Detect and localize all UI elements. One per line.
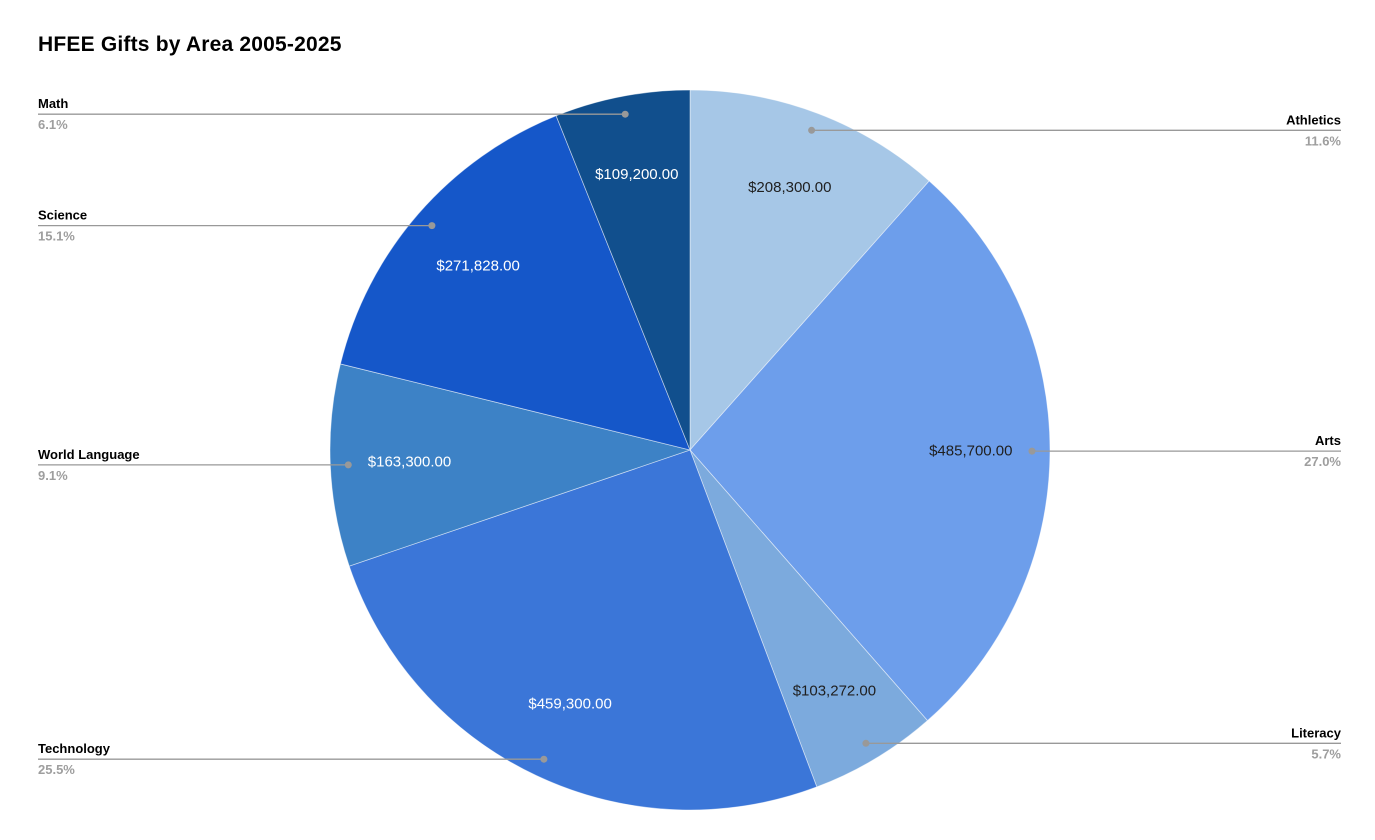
leader-dot-arts [1028,447,1036,455]
slice-percent-label-arts: 27.0% [1304,454,1341,469]
leader-dot-world-language [344,461,352,469]
pie-slice-science[interactable] [339,115,691,451]
pie-slice-world-language[interactable] [329,363,692,567]
slice-percent-label-technology: 25.5% [38,762,75,777]
pie-slices-group [329,89,1051,811]
chart-title: HFEE Gifts by Area 2005-2025 [38,33,342,56]
slice-value-label-world-language: $163,300.00 [368,454,451,471]
slice-value-label-athletics: $208,300.00 [748,179,831,196]
slice-value-label-math: $109,200.00 [595,166,678,183]
leader-dot-technology [540,755,548,763]
slice-name-label-literacy: Literacy [1291,725,1342,740]
pie-slice-technology[interactable] [348,449,818,811]
slice-percent-label-athletics: 11.6% [1305,133,1342,148]
slice-percent-label-math: 6.1% [38,117,68,132]
leader-lines-group [38,110,1341,763]
slice-name-label-athletics: Athletics [1286,112,1341,127]
slice-name-label-math: Math [38,96,68,111]
pie-slice-literacy[interactable] [689,449,929,788]
slice-percent-label-science: 15.1% [38,229,75,244]
slice-percent-label-world-language: 9.1% [38,468,68,483]
leader-dot-athletics [808,126,816,134]
slice-value-label-literacy: $103,272.00 [793,682,876,699]
slice-value-label-technology: $459,300.00 [528,695,611,712]
labels-group: $208,300.00 Athletics 11.6% $485,700.00 Arts… [38,96,1342,777]
slice-value-label-science: $271,828.00 [436,257,519,274]
slice-value-label-arts: $485,700.00 [929,442,1012,459]
leader-dot-math [621,110,629,118]
pie-slice-math[interactable] [555,89,691,451]
slice-name-label-arts: Arts [1315,433,1341,448]
pie-slice-athletics[interactable] [689,89,930,452]
leader-dot-literacy [862,739,870,747]
slice-percent-label-literacy: 5.7% [1311,746,1341,761]
slice-name-label-technology: Technology [38,741,111,756]
slice-name-label-world-language: World Language [38,447,140,462]
slice-name-label-science: Science [38,208,87,223]
leader-dot-science [428,222,436,230]
